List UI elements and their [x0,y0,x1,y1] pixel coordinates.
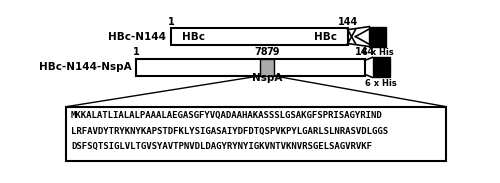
Bar [136,59,365,76]
Text: 6 x His: 6 x His [365,79,397,88]
Bar [171,28,348,45]
Bar [372,57,390,77]
Text: HBc: HBc [182,32,205,42]
Text: 1: 1 [168,17,174,27]
Text: MKKALATLIALALPAAALAEGASGFYVQADAAHAKASSSLGSAKGFSPRISAGYRIND: MKKALATLIALALPAAALAEGASGFYVQADAAHAKASSSL… [71,111,383,120]
Bar [370,27,386,47]
Text: LRFAVDYTRYKNYKAPSTDFKLYSIGASAIYDFDTQSPVKPYLGARLSLNRASVDLGGS: LRFAVDYTRYKNYKAPSTDFKLYSIGASAIYDFDTQSPVK… [71,127,388,136]
Text: NspA: NspA [252,73,282,83]
Text: HBc-N144: HBc-N144 [108,32,166,42]
Text: HBc: HBc [314,32,337,42]
Text: DSFSQTSIGLVLTGVSYAVTPNVDLDAGYRYNYIGKVNTVKNVRSGELSAGVRVKF: DSFSQTSIGLVLTGVSYAVTPNVDLDAGYRYNYIGKVNTV… [71,142,372,151]
Text: 78: 78 [254,47,268,57]
Text: 144: 144 [354,47,375,57]
Text: 6 x His: 6 x His [362,48,394,57]
Text: 144: 144 [338,17,358,27]
Bar [260,59,274,76]
Text: 79: 79 [266,47,280,57]
Text: 1: 1 [133,47,140,57]
Bar [66,107,446,160]
Text: HBc-N144-NspA: HBc-N144-NspA [39,62,132,72]
